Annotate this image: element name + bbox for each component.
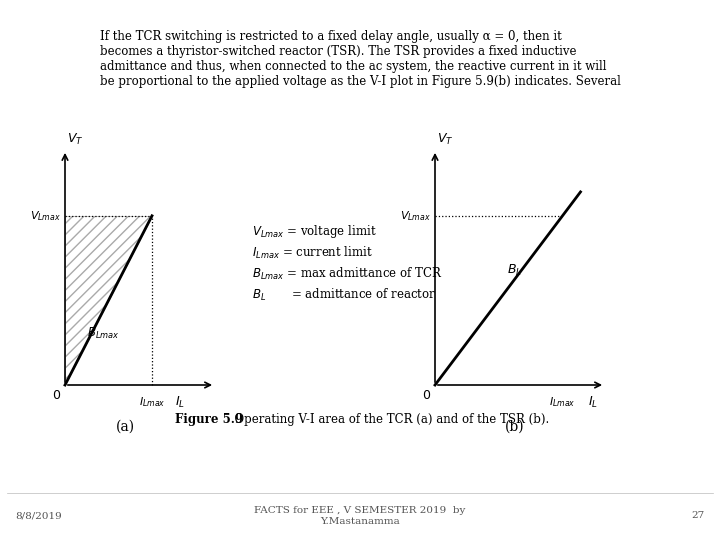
Text: $B_L$       = admittance of reactor: $B_L$ = admittance of reactor xyxy=(252,287,436,303)
Text: Figure 5.9: Figure 5.9 xyxy=(175,414,243,427)
Text: 27: 27 xyxy=(692,511,705,521)
Text: $V_{Lmax}$: $V_{Lmax}$ xyxy=(30,209,61,222)
Text: Operating V-I area of the TCR (a) and of the TSR (b).: Operating V-I area of the TCR (a) and of… xyxy=(227,414,549,427)
Text: $0$: $0$ xyxy=(422,389,431,402)
Text: $0$: $0$ xyxy=(52,389,61,402)
Text: $I_{Lmax}$ = current limit: $I_{Lmax}$ = current limit xyxy=(252,245,373,261)
Text: $V_{Lmax}$: $V_{Lmax}$ xyxy=(400,209,431,222)
Text: (a): (a) xyxy=(115,420,135,434)
Text: FACTS for EEE , V SEMESTER 2019  by
Y.Mastanamma: FACTS for EEE , V SEMESTER 2019 by Y.Mas… xyxy=(254,507,466,526)
Text: $I_L$: $I_L$ xyxy=(588,395,598,410)
Text: 8/8/2019: 8/8/2019 xyxy=(15,511,62,521)
Text: $V_T$: $V_T$ xyxy=(67,132,84,147)
Text: $I_L$: $I_L$ xyxy=(176,395,186,410)
Text: $I_{Lmax}$: $I_{Lmax}$ xyxy=(139,395,166,409)
Polygon shape xyxy=(65,216,152,385)
Text: If the TCR switching is restricted to a fixed delay angle, usually α = 0, then i: If the TCR switching is restricted to a … xyxy=(99,30,621,88)
Text: $V_{Lmax}$ = voltage limit: $V_{Lmax}$ = voltage limit xyxy=(252,224,377,240)
Text: $B_{Lmax}$ = max admittance of TCR: $B_{Lmax}$ = max admittance of TCR xyxy=(252,266,443,282)
Text: $V_T$: $V_T$ xyxy=(437,132,454,147)
Text: (b): (b) xyxy=(505,420,525,434)
Text: $B_{Lmax}$: $B_{Lmax}$ xyxy=(87,326,120,341)
Text: $I_{Lmax}$: $I_{Lmax}$ xyxy=(549,395,576,409)
Text: $B_L$: $B_L$ xyxy=(507,262,522,278)
